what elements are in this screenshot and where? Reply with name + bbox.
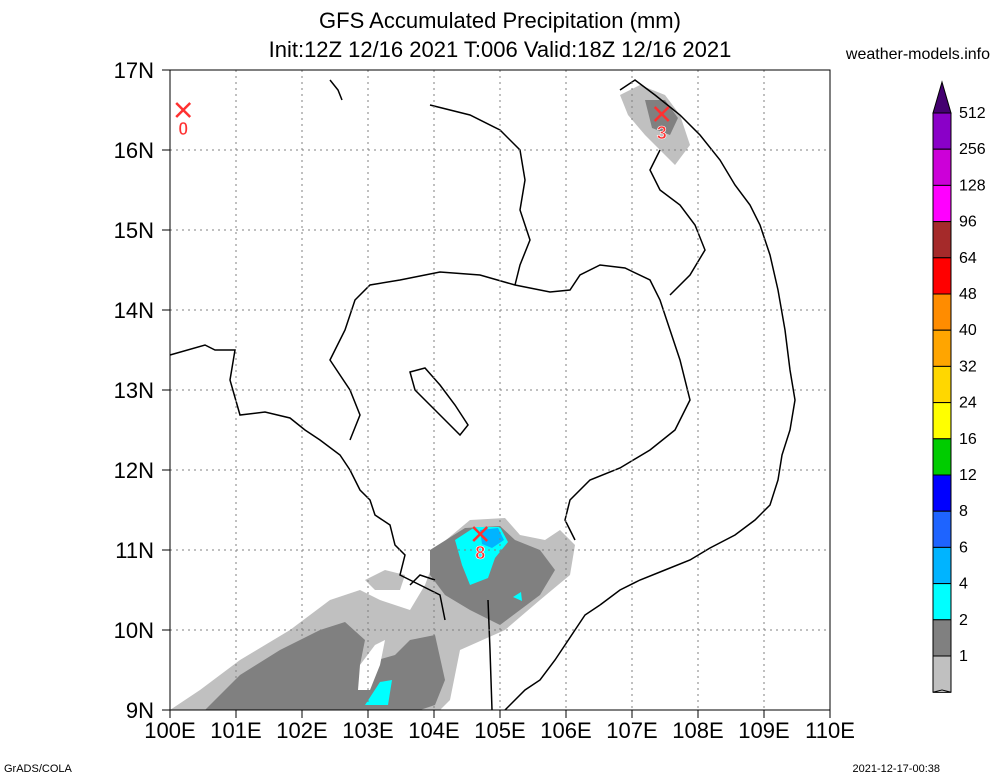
footer-software-label: GrADS/COLA [4, 763, 72, 775]
marker-cross [175, 102, 192, 118]
border-laos-vietnam [649, 149, 706, 296]
coastline-vietnam-east [599, 79, 796, 606]
precip-max-marker: 8 [472, 526, 489, 563]
lon-tick-label: 106E [540, 718, 591, 743]
lon-tick-label: 105E [474, 718, 525, 743]
lon-tick-label: 110E [805, 718, 855, 743]
lat-tick-label: 9N [126, 698, 154, 723]
lat-tick-label: 12N [114, 458, 154, 483]
legend-color-box [932, 148, 952, 186]
legend-level-label: 40 [959, 322, 977, 339]
legend-color-box [932, 184, 952, 223]
legend-level-label: 96 [959, 214, 977, 231]
precip-area-1mm-west [365, 570, 405, 590]
lat-tick-label: 15N [114, 218, 154, 243]
lon-tick-label: 101E [210, 718, 261, 743]
legend-bottom-arrow [932, 689, 952, 693]
legend-level-label: 48 [959, 286, 977, 303]
map-grid [170, 70, 830, 710]
marker-value: 8 [475, 543, 485, 563]
tonle-sap-lake [409, 367, 469, 437]
legend-color-box [932, 112, 952, 150]
site-label: weather-models.info [845, 46, 990, 63]
legend-color-box [932, 619, 952, 657]
precip-area-4mm-dot [513, 592, 522, 601]
river-segment [487, 599, 493, 711]
legend-color-box [932, 474, 952, 512]
legend-level-label: 2 [959, 612, 968, 629]
legend-level-label: 16 [959, 431, 977, 448]
legend-level-label: 128 [959, 177, 986, 194]
coastlines-and-borders [169, 79, 796, 711]
lon-tick-label: 104E [408, 718, 459, 743]
lat-tick-label: 16N [114, 138, 154, 163]
legend-color-box [932, 365, 952, 404]
legend-color-box [932, 221, 952, 259]
lat-tick-label: 17N [114, 58, 154, 83]
coastline-south [409, 574, 436, 586]
legend-level-label: 1 [959, 648, 968, 665]
lat-tick-label: 10N [114, 618, 154, 643]
lon-tick-label: 100E [144, 718, 195, 743]
legend-top-arrow [932, 80, 952, 114]
legend-color-box [932, 655, 952, 693]
lat-tick-label: 11N [115, 538, 154, 563]
map-title: GFS Accumulated Precipitation (mm) [319, 8, 681, 33]
legend-color-box [932, 510, 952, 548]
legend-color-box [932, 293, 952, 331]
coastline-mekong-delta [504, 604, 601, 711]
precip-gap [358, 640, 385, 690]
marker-cross [472, 526, 489, 542]
border-cambodia-thai [329, 264, 691, 541]
legend-level-label: 32 [959, 358, 977, 375]
river-mekong [429, 104, 531, 286]
station-markers: 0 3 8 [175, 102, 670, 563]
coastline-gulf-west [169, 344, 446, 621]
legend-level-label: 6 [959, 539, 968, 556]
lon-tick-label: 102E [276, 718, 327, 743]
lon-tick-label: 108E [672, 718, 723, 743]
legend-color-box [932, 257, 952, 295]
map-subtitle: Init:12Z 12/16 2021 T:006 Valid:18Z 12/1… [268, 37, 732, 62]
footer-timestamp: 2021-12-17-00:38 [852, 763, 940, 775]
legend-color-box [932, 329, 952, 367]
lon-tick-label: 103E [342, 718, 393, 743]
precip-max-marker: 3 [653, 106, 670, 143]
marker-cross [653, 106, 670, 122]
precip-area-4mm-south [365, 680, 392, 705]
legend-level-label: 4 [959, 576, 968, 593]
lat-tick-label: 13N [114, 378, 154, 403]
lon-tick-label: 107E [606, 718, 657, 743]
precipitation-field [170, 85, 690, 710]
legend-level-label: 256 [959, 141, 986, 158]
legend-color-box [932, 546, 952, 585]
legend-level-label: 64 [959, 250, 977, 267]
precip-area-6mm [480, 528, 504, 548]
precip-area-2mm-north [645, 100, 678, 135]
legend-color-box [932, 438, 952, 476]
coastline-island-north [329, 79, 343, 101]
legend-level-label: 512 [959, 105, 986, 122]
marker-value: 0 [178, 119, 188, 139]
lat-tick-label: 14N [114, 298, 154, 323]
legend-level-label: 24 [959, 395, 977, 412]
legend-color-box [932, 402, 952, 440]
marker-value: 3 [657, 123, 667, 143]
lon-tick-label: 109E [738, 718, 789, 743]
precip-max-marker: 0 [175, 102, 192, 139]
legend-color-box [932, 583, 952, 621]
legend-level-label: 12 [959, 467, 977, 484]
legend-level-label: 8 [959, 503, 968, 520]
